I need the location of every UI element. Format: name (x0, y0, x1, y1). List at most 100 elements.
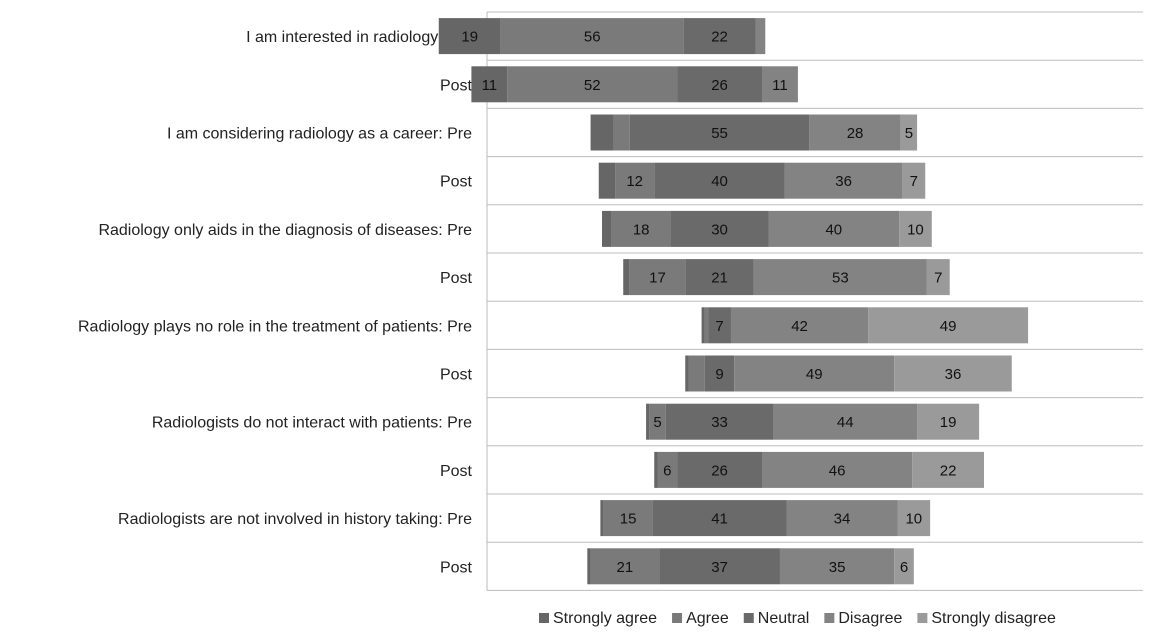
bar-segment (500, 18, 684, 55)
bar-segment (665, 403, 774, 440)
bar-segment (654, 451, 658, 488)
bar-segment (894, 355, 1012, 392)
grid-lines (486, 11, 1143, 591)
bar-row: 6 26 46 22 (654, 451, 985, 488)
data-label: 22 (711, 29, 728, 46)
data-label: 40 (711, 173, 728, 190)
bar-segment (773, 403, 918, 440)
bar-segment (685, 259, 754, 296)
bar-segment (613, 114, 630, 151)
bar-segment (912, 451, 985, 488)
bar-segment (753, 259, 927, 296)
bar-segment (926, 259, 950, 296)
bar-segment (734, 355, 895, 392)
category-label: Post (440, 77, 473, 94)
data-label: 7 (910, 173, 918, 190)
bar-segment (590, 114, 614, 151)
bar-row: 19 56 22 (438, 18, 766, 55)
bar-segment (755, 18, 766, 55)
data-label: 30 (711, 221, 728, 238)
bar-row: 9 49 36 (685, 355, 1012, 392)
category-label: Post (440, 559, 473, 576)
bar-segment (677, 451, 762, 488)
legend: Strongly agree Agree Neutral Disagree Strong… (539, 610, 1056, 627)
category-label: Post (440, 270, 473, 287)
data-label: 34 (834, 511, 851, 528)
bar-segment (730, 307, 869, 344)
data-label: 19 (940, 414, 957, 431)
data-label: 49 (806, 366, 823, 383)
data-label: 18 (633, 221, 650, 238)
data-label: 40 (825, 221, 842, 238)
bar-segment (868, 307, 1029, 344)
bar-segment (809, 114, 901, 151)
category-label: Post (440, 367, 473, 384)
data-label: 46 (829, 462, 846, 479)
bar-segment (603, 500, 653, 537)
category-label: Radiology plays no role in the treatment… (78, 318, 472, 335)
data-label: 22 (940, 462, 957, 479)
bar-segment (683, 18, 756, 55)
data-label: 53 (832, 270, 849, 287)
bar-segment (611, 210, 671, 247)
data-label: 21 (617, 559, 634, 576)
data-label: 41 (711, 511, 728, 528)
data-label: 26 (711, 462, 728, 479)
bar-segment (587, 548, 591, 585)
data-label: 11 (772, 77, 788, 94)
bar-segment (600, 500, 604, 537)
data-label: 11 (482, 77, 498, 94)
category-label: I am interested in radiology: Pre (246, 29, 472, 46)
data-label: 17 (649, 270, 666, 287)
data-label: 37 (711, 559, 728, 576)
bar-segment (900, 114, 918, 151)
bar-segment (670, 210, 769, 247)
bar-segment (646, 403, 650, 440)
legend-label: Neutral (758, 610, 810, 627)
bar-segment (704, 307, 709, 344)
bar-row: 55 28 5 (590, 114, 918, 151)
bar-row: 17 21 53 7 (623, 259, 950, 296)
bar-row: 7 42 49 (701, 307, 1029, 344)
bar-segment (894, 548, 914, 585)
bar-segment (704, 355, 735, 392)
bar-segment (701, 307, 705, 344)
legend-label: Strongly agree (553, 610, 657, 627)
data-label: 10 (905, 511, 922, 528)
bar-segment (507, 66, 678, 103)
data-label: 42 (791, 318, 808, 335)
data-label: 36 (835, 173, 852, 190)
bar-segment (471, 66, 508, 103)
bar-row: 5 33 44 19 (646, 403, 980, 440)
bar-segment (768, 210, 900, 247)
data-label: 10 (907, 221, 924, 238)
bar-segment (899, 210, 932, 247)
bar-segment (629, 259, 686, 296)
bar-segment (688, 355, 705, 392)
category-label: Radiologists do not interact with patien… (152, 415, 472, 432)
bar-segment (657, 451, 678, 488)
data-label: 5 (653, 414, 661, 431)
bar-segment (649, 403, 666, 440)
bar-segment (590, 548, 660, 585)
bar-row: 18 30 40 10 (602, 210, 932, 247)
legend-swatch (917, 613, 928, 623)
bar-segment (629, 114, 810, 151)
data-label: 6 (663, 462, 671, 479)
data-label: 19 (461, 29, 478, 46)
data-label: 15 (620, 511, 637, 528)
data-label: 44 (837, 414, 854, 431)
bar-segment (897, 500, 931, 537)
data-label: 33 (711, 414, 728, 431)
data-label: 26 (711, 77, 728, 94)
data-label: 12 (626, 173, 643, 190)
bar-row: 11 52 26 11 (471, 66, 798, 103)
bar-segment (602, 210, 612, 247)
bar-segment (677, 66, 762, 103)
bar-segment (623, 259, 630, 296)
category-label: Radiologists are not involved in history… (118, 511, 472, 528)
data-label: 6 (900, 559, 908, 576)
data-label: 36 (945, 366, 962, 383)
